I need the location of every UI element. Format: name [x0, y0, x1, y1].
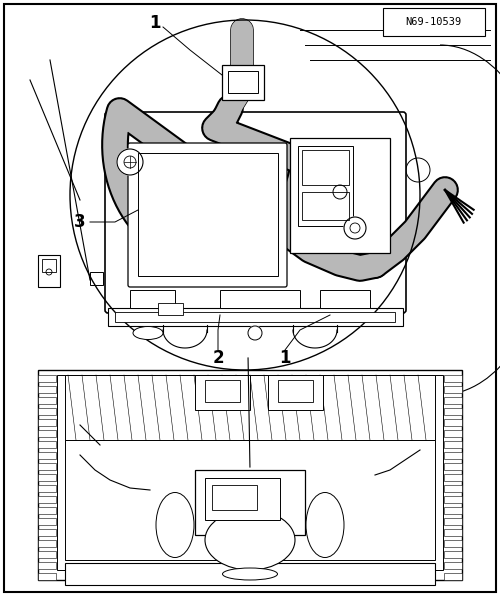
- Bar: [138, 153, 278, 276]
- Ellipse shape: [205, 510, 295, 570]
- Bar: [278, 380, 313, 402]
- Bar: [195, 470, 305, 535]
- Bar: [65, 440, 435, 560]
- Bar: [444, 485, 462, 492]
- Circle shape: [344, 217, 366, 239]
- Bar: [38, 370, 462, 580]
- Bar: [298, 146, 353, 226]
- Bar: [222, 65, 264, 100]
- Ellipse shape: [156, 492, 194, 557]
- Bar: [205, 380, 240, 402]
- Bar: [444, 529, 462, 536]
- Ellipse shape: [306, 492, 344, 557]
- Bar: [444, 562, 462, 569]
- Bar: [38, 518, 56, 525]
- Bar: [115, 312, 395, 322]
- FancyBboxPatch shape: [105, 112, 406, 313]
- Bar: [290, 138, 390, 253]
- Bar: [38, 496, 56, 503]
- Bar: [38, 540, 56, 547]
- Bar: [205, 478, 280, 520]
- Bar: [38, 397, 56, 404]
- Bar: [158, 303, 183, 315]
- Bar: [90, 272, 103, 285]
- Bar: [38, 441, 56, 448]
- Bar: [108, 308, 403, 326]
- Bar: [38, 419, 56, 426]
- Circle shape: [406, 158, 430, 182]
- Bar: [42, 259, 56, 272]
- Bar: [38, 474, 56, 481]
- Bar: [38, 463, 56, 470]
- Bar: [444, 518, 462, 525]
- Bar: [38, 529, 56, 536]
- Bar: [212, 485, 257, 510]
- Bar: [57, 375, 443, 570]
- Bar: [444, 507, 462, 514]
- Circle shape: [117, 149, 143, 175]
- Bar: [444, 408, 462, 415]
- Bar: [38, 507, 56, 514]
- Bar: [38, 573, 56, 580]
- Bar: [38, 551, 56, 558]
- Bar: [444, 474, 462, 481]
- Bar: [220, 290, 300, 308]
- Bar: [130, 290, 175, 308]
- Text: 2: 2: [212, 349, 224, 367]
- Circle shape: [248, 326, 262, 340]
- Text: 1: 1: [279, 349, 291, 367]
- Bar: [268, 375, 323, 410]
- Bar: [228, 71, 258, 93]
- Bar: [444, 573, 462, 580]
- Bar: [38, 430, 56, 437]
- Circle shape: [333, 185, 347, 199]
- Bar: [38, 375, 56, 382]
- Bar: [302, 192, 349, 220]
- Bar: [444, 496, 462, 503]
- Bar: [444, 551, 462, 558]
- Text: 1: 1: [149, 14, 161, 32]
- Bar: [382, 8, 485, 36]
- Bar: [38, 255, 60, 287]
- Bar: [38, 386, 56, 393]
- Bar: [320, 290, 370, 308]
- FancyBboxPatch shape: [128, 143, 287, 287]
- Bar: [38, 562, 56, 569]
- Bar: [444, 452, 462, 459]
- Bar: [38, 485, 56, 492]
- Text: N69-10539: N69-10539: [406, 17, 462, 27]
- Bar: [444, 419, 462, 426]
- Bar: [444, 397, 462, 404]
- Bar: [444, 441, 462, 448]
- Bar: [444, 386, 462, 393]
- Ellipse shape: [222, 568, 278, 580]
- Bar: [444, 375, 462, 382]
- Bar: [195, 375, 250, 410]
- Bar: [38, 452, 56, 459]
- Bar: [444, 430, 462, 437]
- Text: 3: 3: [74, 213, 86, 231]
- Circle shape: [70, 20, 420, 370]
- Bar: [444, 540, 462, 547]
- Bar: [38, 408, 56, 415]
- Bar: [302, 150, 349, 185]
- Ellipse shape: [133, 327, 163, 340]
- Bar: [65, 375, 435, 440]
- Bar: [65, 563, 435, 585]
- Bar: [444, 463, 462, 470]
